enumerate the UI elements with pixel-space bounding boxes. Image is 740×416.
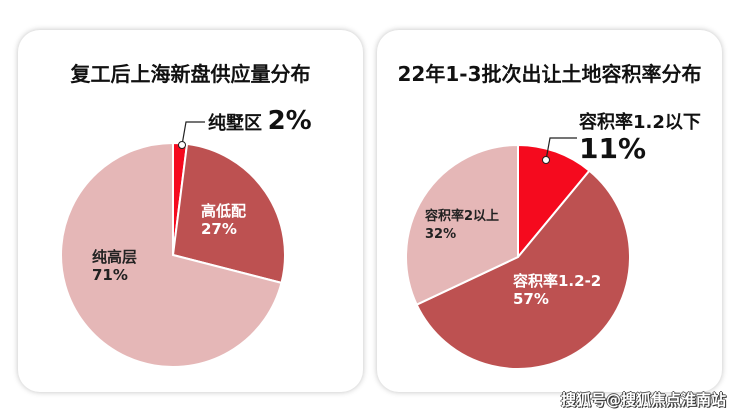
callout-dot [178, 141, 186, 149]
slice-value: 11% [579, 132, 647, 165]
chart-card-far: 22年1-3批次出让土地容积率分布 容积率1.2以下 11% 容积率1.2-2 … [377, 30, 722, 392]
chart-title: 22年1-3批次出让土地容积率分布 [397, 62, 702, 86]
slice-value: 32% [425, 227, 457, 242]
pie-slice [405, 143, 519, 307]
pie-slice [171, 142, 286, 285]
label-high-far: 容积率2以上 32% [425, 208, 499, 244]
label-mixed: 高低配 27% [201, 202, 246, 238]
label-highrise: 纯高层 71% [92, 248, 137, 284]
pie-chart-far [405, 137, 631, 370]
slice-value: 2% [267, 106, 312, 136]
slice-label: 容积率1.2-2 [513, 272, 602, 290]
slice-value: 57% [513, 290, 549, 308]
slice-label: 容积率2以上 [425, 209, 500, 224]
slice-value: 71% [92, 266, 128, 284]
pie-slice [517, 143, 591, 260]
chart-title: 复工后上海新盘供应量分布 [70, 62, 311, 86]
chart-card-supply: 复工后上海新盘供应量分布 纯墅区 2% 高低配 27% 纯高层 71% [18, 30, 363, 392]
slice-label: 高低配 [201, 202, 247, 220]
slice-label: 纯高层 [92, 248, 138, 266]
watermark: 搜狐号@搜狐焦点淮南站 [560, 391, 726, 409]
callout-villa: 纯墅区 2% [208, 106, 312, 136]
slice-value: 27% [201, 220, 237, 238]
callout-line [545, 137, 577, 161]
slice-label: 容积率1.2以下 [579, 112, 701, 133]
slice-label: 纯墅区 [208, 113, 262, 134]
callout-dot [542, 156, 550, 164]
label-mid-far: 容积率1.2-2 57% [513, 272, 601, 308]
callout-low-far: 容积率1.2以下 11% [579, 110, 701, 165]
pie-chart-supply [60, 121, 286, 368]
pie-slice [60, 141, 283, 368]
pie-slice [415, 169, 631, 370]
callout-line [181, 121, 205, 146]
